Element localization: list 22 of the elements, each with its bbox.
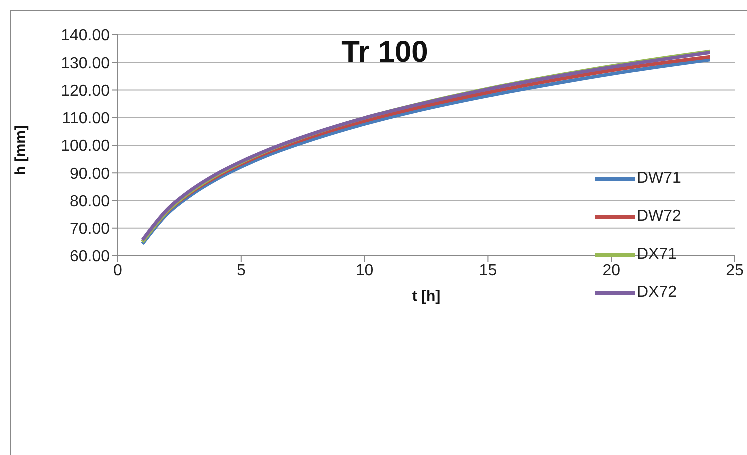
x-tick-label: 15 bbox=[479, 262, 498, 280]
x-tick-label: 0 bbox=[114, 262, 123, 280]
x-tick-label: 20 bbox=[602, 262, 621, 280]
y-tick-label: 110.00 bbox=[62, 110, 110, 128]
y-tick-label: 100.00 bbox=[61, 138, 110, 156]
y-tick-label: 80.00 bbox=[70, 193, 110, 210]
legend-label: DW71 bbox=[636, 169, 682, 189]
x-axis-title: t [h] bbox=[412, 288, 441, 305]
x-tick-label: 10 bbox=[356, 262, 374, 280]
legend-label: DW72 bbox=[636, 207, 682, 227]
x-tick-label: 25 bbox=[726, 262, 744, 280]
y-tick-label: 130.00 bbox=[61, 55, 110, 72]
y-tick-label: 140.00 bbox=[61, 28, 110, 45]
y-tick-label: 120.00 bbox=[61, 82, 110, 100]
legend-label: DX71 bbox=[637, 246, 678, 263]
chart-title: Tr 100 bbox=[340, 36, 430, 70]
y-tick-label: 70.00 bbox=[70, 221, 110, 238]
x-tick-label: 5 bbox=[236, 262, 246, 280]
y-axis-title: h [mm] bbox=[12, 126, 30, 176]
y-tick-label: 60.00 bbox=[70, 248, 110, 266]
legend-label: DX72 bbox=[637, 284, 678, 301]
y-tick-label: 90.00 bbox=[70, 166, 110, 183]
